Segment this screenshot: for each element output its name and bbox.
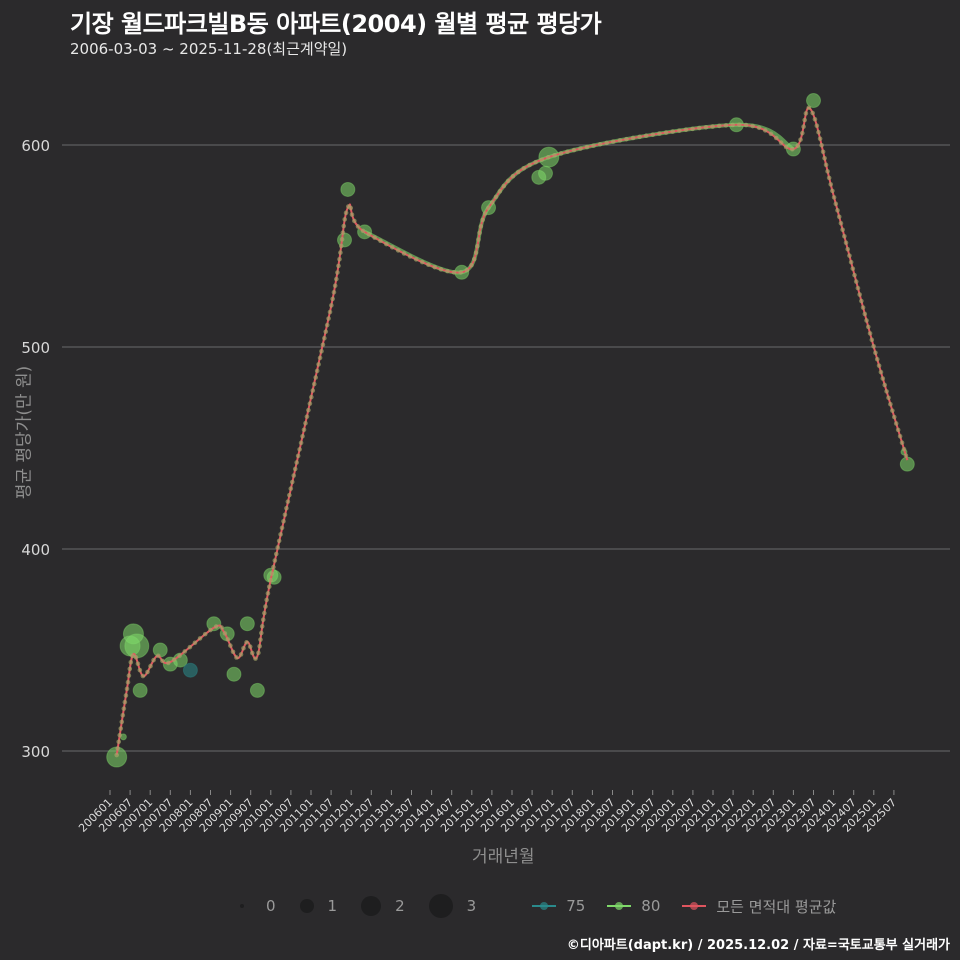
size-2-icon [361,896,382,916]
y-axis-label: 평균 평당가(만 원) [14,365,35,500]
size-1-icon [299,899,314,913]
x-axis-ticks: 2006012006072007012007072008012008072009… [76,790,899,835]
legend-series-avg: 모든 면적대 평균값 [682,896,836,917]
series-80-line-icon [607,902,632,910]
legend-size-3: 3 [428,894,477,918]
legend-size-3-label: 3 [466,897,477,915]
legend-series-75: 75 [532,897,585,915]
legend-series-75-label: 75 [566,897,586,915]
svg-text:400: 400 [21,541,50,559]
legend-size-2: 2 [361,896,405,916]
series-75-line-icon [532,902,557,910]
grid-lines [62,144,950,752]
y-axis-ticks: 300 400 500 600 [21,137,50,761]
legend-series-avg-label: 모든 면적대 평균값 [716,897,837,916]
chart-subtitle: 2006-03-03 ~ 2025-11-28(최근계약일) [70,40,348,58]
chart-title: 기장 월드파크빌B동 아파트(2004) 월별 평균 평당가 [70,10,602,38]
source-caption: ©디아파트(dapt.kr) / 2025.12.02 / 자료=국토교통부 실… [566,938,950,953]
x-axis-label: 거래년월 [472,847,535,867]
legend-size-1: 1 [299,897,338,915]
legend-size-2-label: 2 [395,897,405,915]
legend-series-80-label: 80 [641,897,661,915]
size-3-icon [428,894,453,918]
svg-text:300: 300 [21,743,50,761]
series-avg-line-icon [682,902,707,910]
series-lines [114,105,909,758]
legend-size-1-label: 1 [327,897,338,915]
legend-size-0: 0 [232,897,276,915]
data-bubbles [106,93,915,768]
legend-size-0-label: 0 [266,897,276,915]
size-0-icon [240,904,244,908]
svg-text:500: 500 [21,339,50,357]
legend: 0 1 2 3 75 80 모든 면적대 평균값 [232,892,848,920]
svg-text:600: 600 [21,137,50,155]
legend-series-80: 80 [607,897,660,915]
